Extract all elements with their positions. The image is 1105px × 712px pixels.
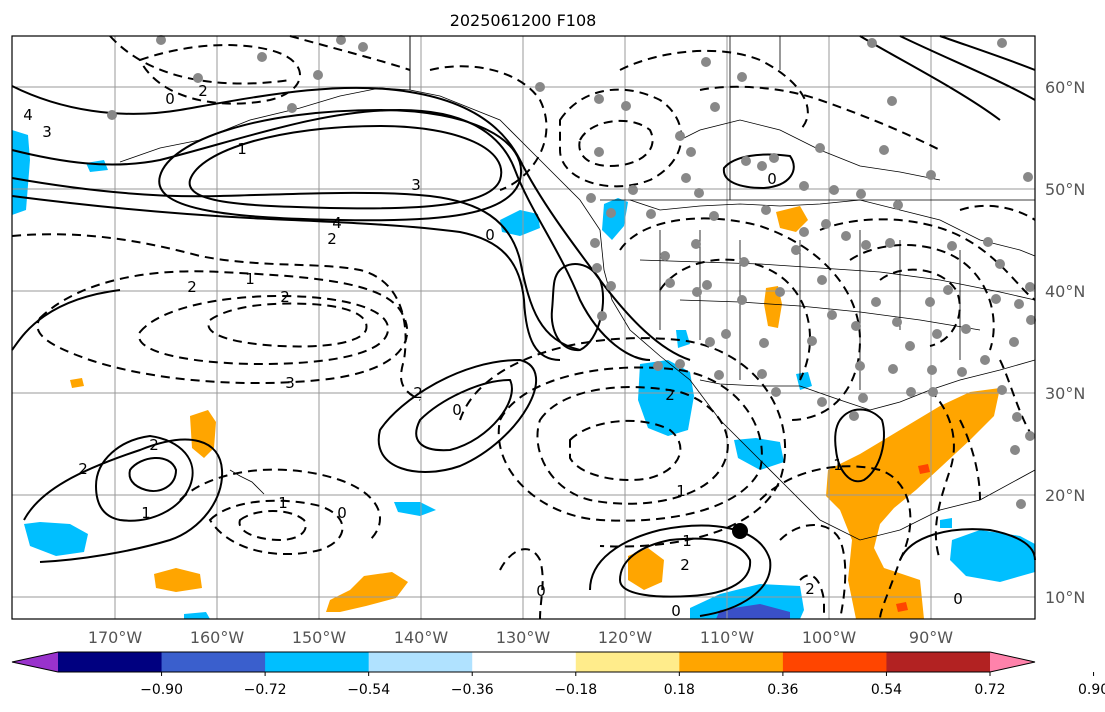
svg-text:160°W: 160°W <box>190 628 245 647</box>
colorbar-segment <box>886 652 991 672</box>
colorbar-tick-label: 0.18 <box>664 682 695 698</box>
svg-text:170°W: 170°W <box>88 628 143 647</box>
contour-labels: 4 3 0 2 1 3 4 2 0 2 1 2 3 2 0 2 2 1 0 1 … <box>23 82 963 620</box>
positive-contours <box>11 35 1036 617</box>
svg-text:120°W: 120°W <box>598 628 653 647</box>
svg-text:2: 2 <box>78 460 88 478</box>
colorbar-segment <box>782 652 887 672</box>
strong-negative-shading <box>716 604 790 619</box>
coastlines <box>119 36 1036 541</box>
map-title: 2025061200 F108 <box>450 11 597 30</box>
colorbar-tick-label: 0.90 <box>1078 682 1105 698</box>
svg-text:2: 2 <box>280 288 290 306</box>
svg-text:0: 0 <box>767 170 777 188</box>
svg-text:1: 1 <box>237 140 247 158</box>
svg-text:2: 2 <box>680 556 690 574</box>
svg-text:60°N: 60°N <box>1045 78 1085 97</box>
colorbar-tick-label: −0.72 <box>244 682 287 698</box>
svg-text:3: 3 <box>42 123 52 141</box>
svg-text:2: 2 <box>805 580 815 598</box>
colorbar-segment <box>679 652 784 672</box>
svg-text:0: 0 <box>953 590 963 608</box>
svg-text:1: 1 <box>245 270 255 288</box>
svg-text:20°N: 20°N <box>1045 486 1085 505</box>
svg-text:4: 4 <box>332 214 342 232</box>
colorbar-segment <box>265 652 370 672</box>
colorbar-segment <box>58 652 163 672</box>
colorbar-ticks: −0.90 −0.72 −0.54 −0.36 −0.18 0.18 0.36 0.54 0.7… <box>140 672 1105 698</box>
colorbar-segments <box>11 651 1036 673</box>
colorbar-segment <box>161 652 266 672</box>
svg-text:0: 0 <box>452 401 462 419</box>
colorbar-tick-label: −0.18 <box>554 682 597 698</box>
svg-text:2: 2 <box>413 384 423 402</box>
svg-text:2: 2 <box>187 278 197 296</box>
svg-text:4: 4 <box>23 106 33 124</box>
longitude-labels: 170°W 160°W 150°W 140°W 130°W 120°W 110°… <box>88 628 953 647</box>
svg-text:1: 1 <box>682 532 692 550</box>
svg-text:1: 1 <box>141 504 151 522</box>
svg-text:110°W: 110°W <box>700 628 755 647</box>
strong-positive-shading <box>896 464 930 612</box>
colorbar-segment <box>575 652 680 672</box>
colorbar-extend-low <box>12 652 58 672</box>
svg-text:1: 1 <box>278 494 288 512</box>
svg-text:140°W: 140°W <box>394 628 449 647</box>
negative-contours <box>11 35 1036 620</box>
colorbar-tick-label: −0.90 <box>140 682 183 698</box>
latitude-labels: 60°N 50°N 40°N 30°N 20°N 10°N <box>1045 78 1085 607</box>
svg-text:130°W: 130°W <box>496 628 551 647</box>
svg-text:90°W: 90°W <box>909 628 953 647</box>
svg-text:40°N: 40°N <box>1045 282 1085 301</box>
colorbar-extend-high <box>990 652 1035 672</box>
colorbar-tick-label: −0.54 <box>347 682 390 698</box>
positive-shading <box>70 206 1000 619</box>
svg-text:0: 0 <box>485 226 495 244</box>
colorbar-tick-label: −0.36 <box>451 682 494 698</box>
svg-text:2: 2 <box>665 386 675 404</box>
colorbar-outline <box>11 651 1036 673</box>
svg-text:50°N: 50°N <box>1045 180 1085 199</box>
svg-text:2: 2 <box>327 230 337 248</box>
svg-text:1: 1 <box>676 482 686 500</box>
colorbar: −0.90 −0.72 −0.54 −0.36 −0.18 0.18 0.36 0.54 0.7… <box>11 651 1105 698</box>
storm-center-marker <box>732 523 748 539</box>
svg-text:150°W: 150°W <box>292 628 347 647</box>
svg-text:1: 1 <box>833 456 843 474</box>
svg-text:30°N: 30°N <box>1045 384 1085 403</box>
svg-text:0: 0 <box>671 602 681 620</box>
svg-text:3: 3 <box>411 176 421 194</box>
svg-text:2: 2 <box>198 82 208 100</box>
colorbar-tick-label: 0.72 <box>974 682 1005 698</box>
observation-dots <box>107 35 1036 509</box>
colorbar-tick-label: 0.36 <box>767 682 798 698</box>
map-frame <box>11 35 1036 620</box>
colorbar-segment <box>472 652 577 672</box>
colorbar-tick-label: 0.54 <box>871 682 902 698</box>
svg-text:0: 0 <box>536 582 546 600</box>
svg-text:0: 0 <box>165 90 175 108</box>
colorbar-segment <box>368 652 473 672</box>
svg-text:100°W: 100°W <box>802 628 857 647</box>
svg-text:2: 2 <box>149 436 159 454</box>
svg-text:0: 0 <box>337 504 347 522</box>
svg-text:10°N: 10°N <box>1045 588 1085 607</box>
negative-shading <box>12 130 1035 619</box>
svg-text:3: 3 <box>285 374 295 392</box>
map-area: 4 3 0 2 1 3 4 2 0 2 1 2 3 2 0 2 2 1 0 1 … <box>11 35 1036 620</box>
